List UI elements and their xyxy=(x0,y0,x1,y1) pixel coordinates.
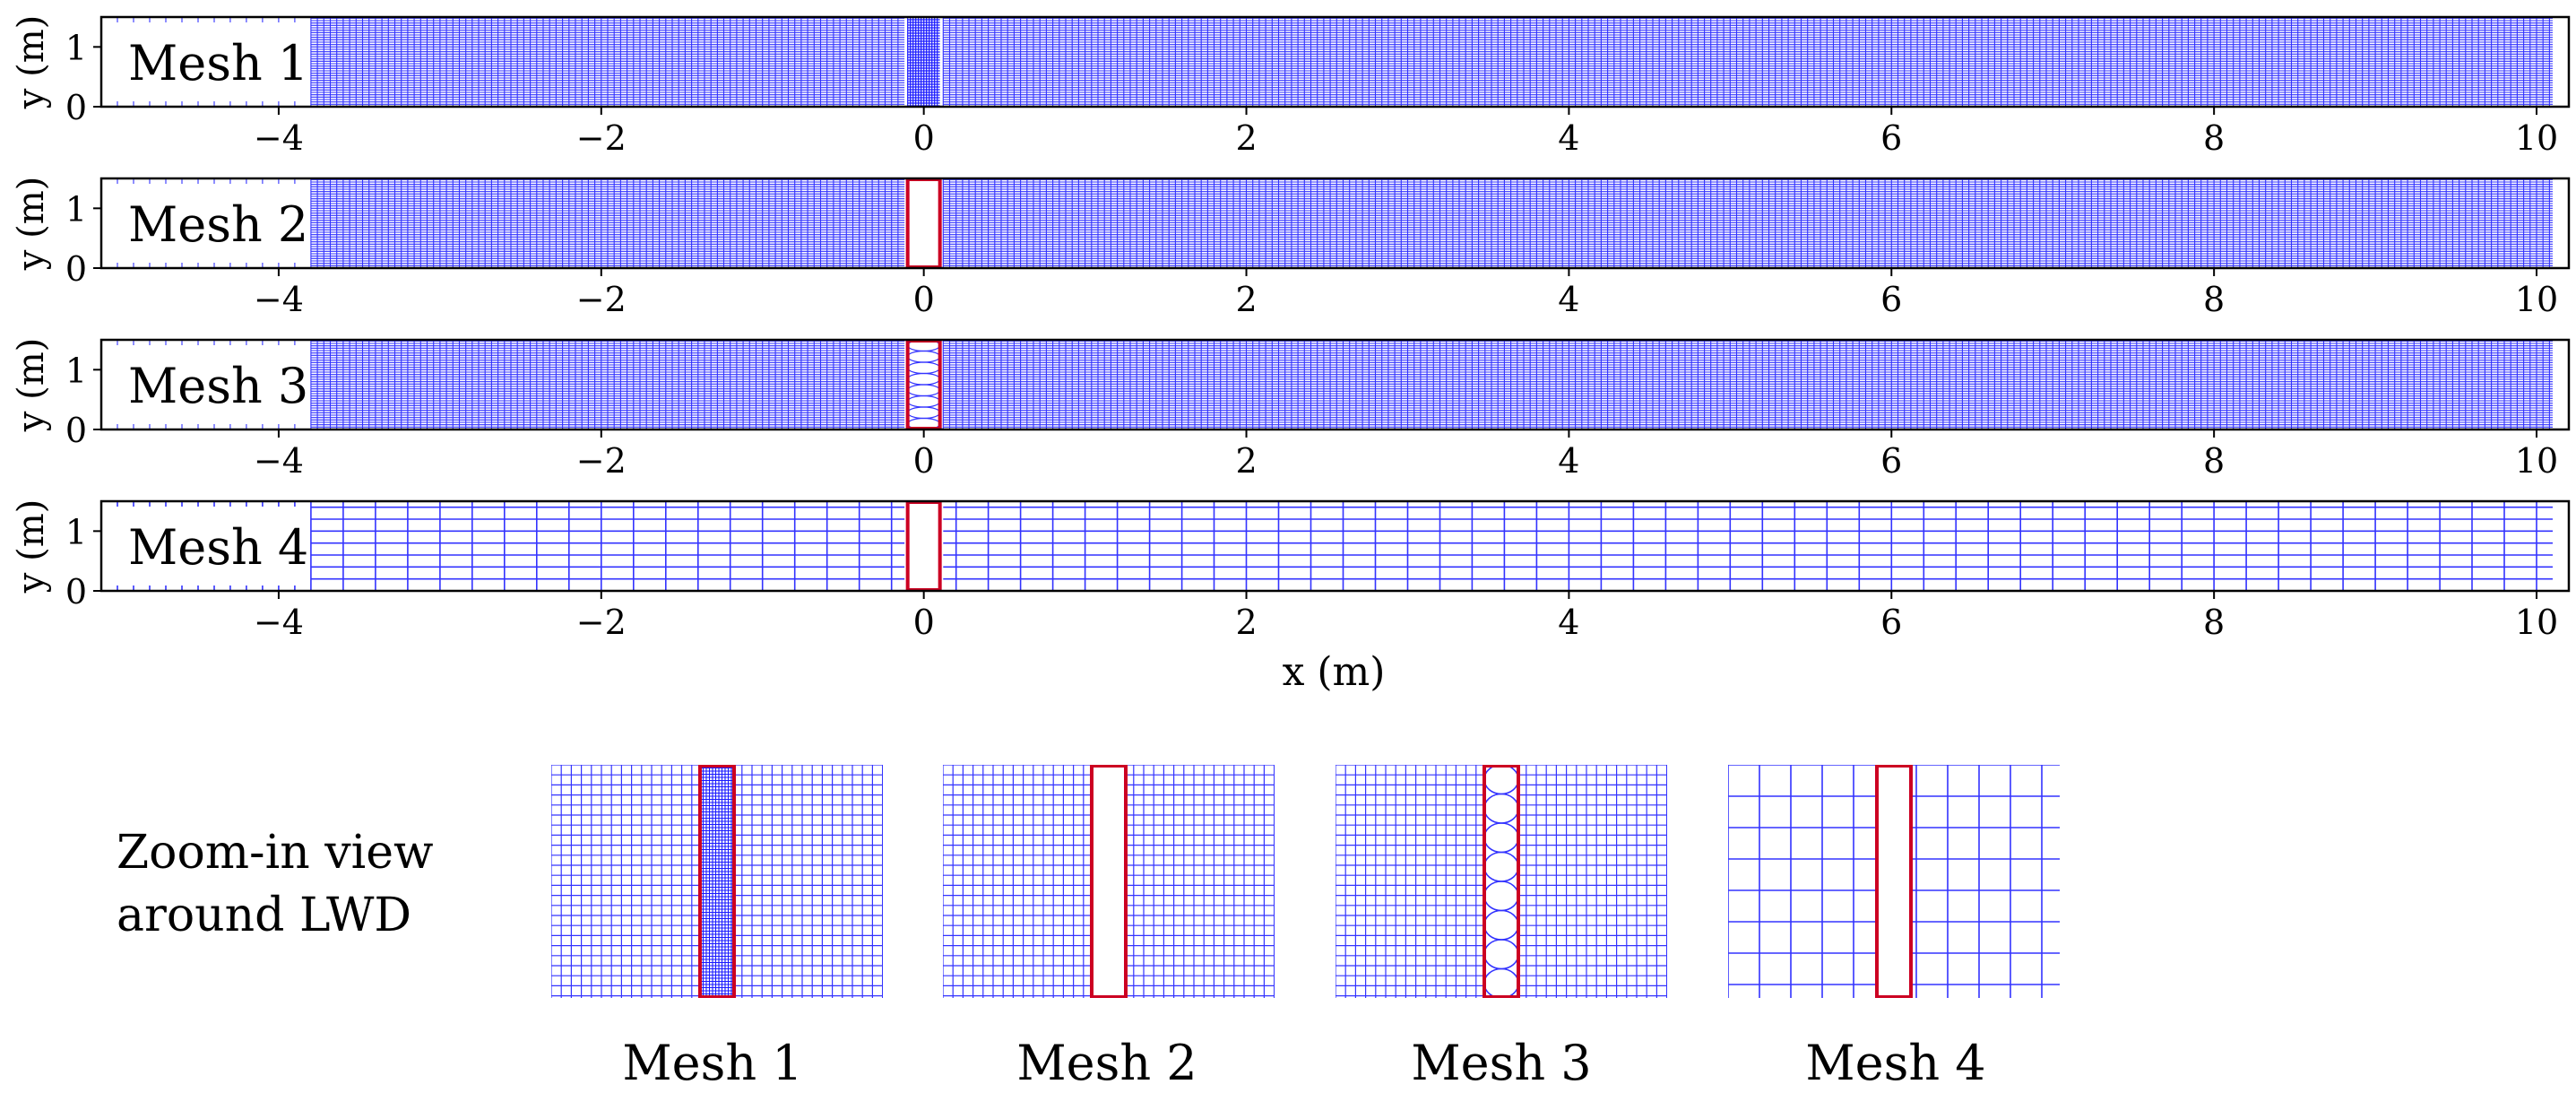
y-tick-label: 0 xyxy=(65,572,87,612)
x-tick-label: −2 xyxy=(576,603,627,642)
lwd-circle-cell xyxy=(907,361,941,375)
x-tick-label: −4 xyxy=(254,441,304,481)
x-tick-label: 8 xyxy=(2203,118,2225,158)
zoom-lwd-outline xyxy=(1875,765,1913,998)
zoom-inset-mesh-1 xyxy=(551,765,883,998)
panel-mesh-1: Mesh 1 −4 −2 0 2 4 6 8 10 0 1 y (m) xyxy=(11,15,2571,158)
lwd-outline xyxy=(905,501,942,591)
x-tick-label: 0 xyxy=(913,280,935,319)
x-tick-label: −4 xyxy=(254,603,304,642)
x-tick-label: 8 xyxy=(2203,441,2225,481)
x-tick-label: 4 xyxy=(1558,603,1579,642)
x-tick-label: −2 xyxy=(576,118,627,158)
zoom-lwd-circle-cell xyxy=(1483,880,1519,912)
y-tick-label: 1 xyxy=(65,28,87,67)
zoom-lwd-circle-cell xyxy=(1483,822,1519,854)
mesh-grid xyxy=(101,340,2553,429)
lwd-circle-cell xyxy=(907,372,941,386)
x-tick-label: −2 xyxy=(576,280,627,319)
y-axis-label-panel-2: y (m) xyxy=(11,177,52,271)
zoom-lwd-circle-cell xyxy=(1483,909,1519,941)
x-tick-label: 10 xyxy=(2515,603,2558,642)
panel-mesh-2: Mesh 2 −4 −2 0 2 4 6 8 10 0 1 y (m) xyxy=(11,177,2571,319)
zoom-lwd-outline xyxy=(698,765,736,998)
mesh-grid xyxy=(101,501,2553,591)
lwd-outline xyxy=(905,178,942,268)
zoom-lwd-circle-cell xyxy=(1483,765,1519,795)
zoom-lwd-outline xyxy=(1482,765,1520,998)
x-tick-label: 10 xyxy=(2515,118,2558,158)
zoom-lwd-circle-cell xyxy=(1483,939,1519,970)
panel-label-mesh-4: Mesh 4 xyxy=(128,519,308,576)
zoom-label-mesh-4: Mesh 4 xyxy=(1805,1035,1985,1091)
panel-label-mesh-2: Mesh 2 xyxy=(128,196,308,253)
x-tick-label: 4 xyxy=(1558,441,1579,481)
x-axis-label: x (m) xyxy=(1283,649,1386,695)
x-tick-label: 2 xyxy=(1235,603,1257,642)
x-tick-label: 2 xyxy=(1235,118,1257,158)
x-tick-label: −2 xyxy=(576,441,627,481)
zoom-label-mesh-2: Mesh 2 xyxy=(1016,1035,1197,1091)
zoom-label-mesh-1: Mesh 1 xyxy=(622,1035,802,1091)
x-tick-label: 0 xyxy=(913,118,935,158)
x-tick-label: 6 xyxy=(1880,280,1902,319)
x-tick-label: 6 xyxy=(1880,441,1902,481)
y-axis-label-panel-4: y (m) xyxy=(11,499,52,594)
zoom-inset-mesh-4 xyxy=(1728,765,2060,998)
panel-label-mesh-3: Mesh 3 xyxy=(128,358,308,414)
axes-frame xyxy=(99,15,2571,108)
zoom-lwd-dense-mesh xyxy=(699,765,734,998)
y-tick-label: 1 xyxy=(65,351,87,390)
zoom-lwd-circle-cell xyxy=(1483,793,1519,824)
zoom-mesh-grid xyxy=(551,765,883,998)
x-tick-label: 4 xyxy=(1558,118,1579,158)
y-axis-label-panel-3: y (m) xyxy=(11,338,52,432)
lwd-circle-cell xyxy=(907,406,941,420)
y-axis-label-panel-1: y (m) xyxy=(11,15,52,109)
y-tick-label: 0 xyxy=(65,249,87,289)
axes-frame xyxy=(99,499,2571,593)
y-tick-label: 1 xyxy=(65,512,87,551)
x-tick-label: 10 xyxy=(2515,441,2558,481)
zoom-mesh-grid xyxy=(943,765,1275,998)
lwd-dense-mesh xyxy=(907,17,940,107)
zoom-label-mesh-3: Mesh 3 xyxy=(1411,1035,1591,1091)
x-tick-label: 0 xyxy=(913,441,935,481)
y-tick-label: 1 xyxy=(65,189,87,229)
zoom-inset-mesh-3 xyxy=(1336,765,1667,998)
panel-mesh-3: Mesh 3 −4 −2 0 2 4 6 8 10 0 1 y (m) xyxy=(11,338,2571,481)
x-tick-label: 0 xyxy=(913,603,935,642)
panel-label-mesh-1: Mesh 1 xyxy=(128,35,308,91)
x-tick-label: −4 xyxy=(254,118,304,158)
y-tick-label: 0 xyxy=(65,411,87,450)
x-tick-label: −4 xyxy=(254,280,304,319)
x-tick-label: 8 xyxy=(2203,280,2225,319)
zoom-caption-line-1: Zoom-in view xyxy=(117,826,434,880)
y-tick-label: 0 xyxy=(65,88,87,127)
x-tick-label: 6 xyxy=(1880,118,1902,158)
zoom-mesh-grid xyxy=(1728,765,2060,998)
zoom-lwd-circle-cell xyxy=(1483,851,1519,882)
lwd-circle-cell xyxy=(907,395,941,408)
x-tick-label: 6 xyxy=(1880,603,1902,642)
zoom-caption-line-2: around LWD xyxy=(117,889,411,942)
lwd-circle-cell xyxy=(907,350,941,363)
x-tick-label: 8 xyxy=(2203,603,2225,642)
mesh-grid xyxy=(101,17,2553,107)
panel-mesh-4: Mesh 4 −4 −2 0 2 4 6 8 10 0 1 y (m) xyxy=(11,499,2571,642)
lwd-circle-cell xyxy=(907,384,941,397)
zoom-inset-mesh-2 xyxy=(943,765,1275,998)
x-tick-label: 4 xyxy=(1558,280,1579,319)
x-tick-label: 2 xyxy=(1235,280,1257,319)
zoom-lwd-outline xyxy=(1090,765,1128,998)
zoom-lwd-circle-cell xyxy=(1483,967,1519,998)
x-tick-label: 10 xyxy=(2515,280,2558,319)
mesh-grid xyxy=(101,178,2553,268)
x-tick-label: 2 xyxy=(1235,441,1257,481)
zoom-mesh-grid xyxy=(1336,765,1667,998)
axes-frame xyxy=(99,338,2571,431)
axes-frame xyxy=(99,177,2571,270)
